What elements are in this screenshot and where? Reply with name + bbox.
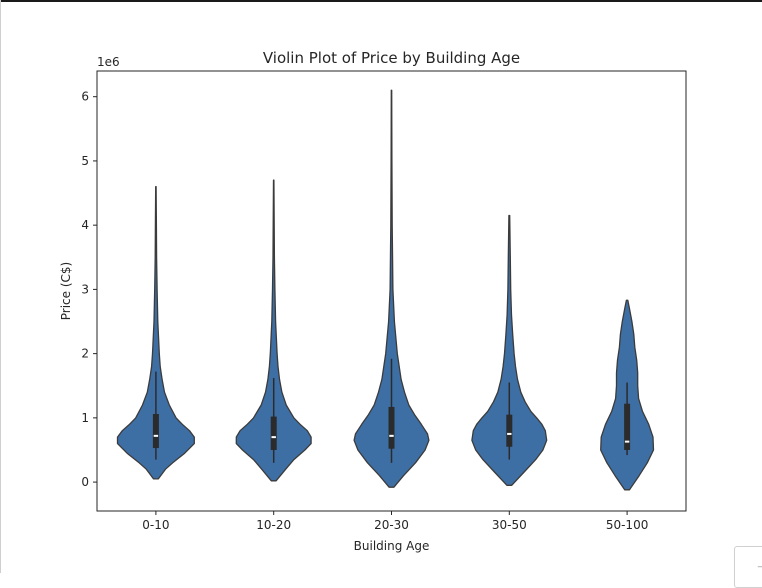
violins-layer (116, 89, 655, 491)
window-left-border (0, 0, 1, 573)
y-axis: 0 1 2 3 4 5 6 (81, 90, 97, 489)
y-axis-label: Price (C$) (59, 262, 73, 320)
y-tick-label: 5 (81, 154, 89, 168)
iqr-box-10-20 (270, 416, 277, 450)
violin-body-0-10 (116, 185, 195, 480)
x-tick-label: 20-30 (374, 518, 409, 532)
y-tick-label: 3 (81, 282, 89, 296)
y-tick-label: 4 (81, 218, 89, 232)
chart-title: Violin Plot of Price by Building Age (263, 49, 520, 67)
y-axis-offset-label: 1e6 (97, 55, 120, 69)
x-tick-label: 0-10 (142, 518, 169, 532)
iqr-box-50-100 (624, 403, 631, 450)
corner-glyph-icon: ⊣ (757, 563, 762, 573)
x-axis: 0-10 10-20 20-30 30-50 50-100 (142, 511, 648, 532)
violin-body-10-20 (235, 179, 312, 482)
x-tick-label: 50-100 (606, 518, 649, 532)
y-tick-label: 2 (81, 347, 89, 361)
violin-chart: 0 1 2 3 4 5 6 0-10 10-20 20-30 30-50 50-100 Violin… (59, 49, 687, 553)
corner-overlay-widget[interactable]: ⊣ (734, 546, 762, 588)
y-tick-label: 1 (81, 411, 89, 425)
y-tick-label: 6 (81, 90, 89, 104)
window-top-border (0, 0, 762, 2)
iqr-box-0-10 (152, 414, 159, 449)
violin-body-20-30 (353, 89, 430, 488)
iqr-box-20-30 (388, 406, 395, 449)
y-tick-label: 0 (81, 475, 89, 489)
x-tick-label: 10-20 (256, 518, 291, 532)
violin-body-30-50 (471, 214, 548, 486)
x-axis-label: Building Age (354, 539, 430, 553)
x-tick-label: 30-50 (492, 518, 527, 532)
iqr-box-30-50 (506, 414, 513, 447)
